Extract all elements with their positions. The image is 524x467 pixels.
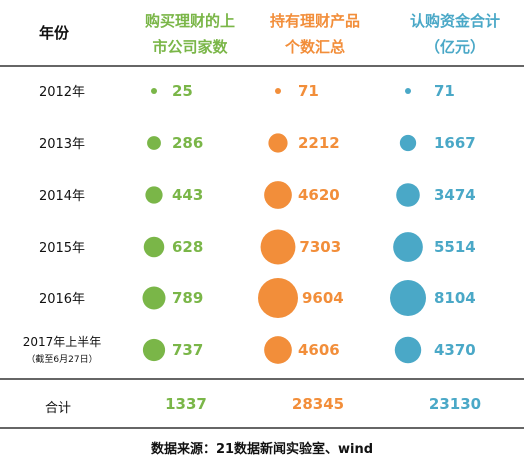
column-title-funds-line2: （亿元） <box>425 38 485 56</box>
year-label-2014: 2014年 <box>39 189 85 204</box>
bubble-companies-2 <box>145 186 163 204</box>
year-note-2017h1: （截至6月27日） <box>26 353 97 365</box>
value-label-funds-3: 5514 <box>434 238 476 256</box>
bubble-products-0 <box>275 88 281 94</box>
value-label-products-2: 4620 <box>298 186 340 204</box>
value-label-products-1: 2212 <box>298 134 340 152</box>
total-value-companies: 1337 <box>165 395 207 413</box>
year-label-2016: 2016年 <box>39 292 85 307</box>
year-label-2017h1: 2017年上半年 <box>23 335 102 349</box>
value-label-products-0: 71 <box>298 82 319 100</box>
bubble-funds-5 <box>394 336 422 364</box>
bubble-companies-3 <box>143 236 165 258</box>
value-label-companies-2: 443 <box>172 186 203 204</box>
bubble-funds-3 <box>393 232 423 262</box>
bubble-products-3 <box>260 229 296 265</box>
column-title-companies-line2: 市公司家数 <box>152 38 228 56</box>
bubble-products-4 <box>258 278 298 318</box>
bubble-companies-1 <box>147 136 161 150</box>
column-title-companies-line1: 购买理财的上 <box>145 12 235 30</box>
value-label-funds-1: 1667 <box>434 134 476 152</box>
value-label-companies-4: 789 <box>172 289 203 307</box>
value-label-companies-5: 737 <box>172 341 203 359</box>
value-label-funds-4: 8104 <box>434 289 476 307</box>
column-title-products-line1: 持有理财产品 <box>270 12 360 30</box>
bubble-companies-0 <box>151 88 157 94</box>
value-label-companies-0: 25 <box>172 82 193 100</box>
value-label-products-5: 4606 <box>298 341 340 359</box>
total-value-funds: 23130 <box>429 395 481 413</box>
value-label-funds-0: 71 <box>434 82 455 100</box>
year-label-2013: 2013年 <box>39 137 85 152</box>
bubble-companies-4 <box>142 286 166 310</box>
bubble-companies-5 <box>142 338 166 362</box>
total-value-products: 28345 <box>292 395 344 413</box>
row-header-label: 年份 <box>39 24 70 42</box>
source-note: 数据来源：21数据新闻实验室、wind <box>151 441 373 457</box>
value-label-products-3: 7303 <box>299 238 341 256</box>
bubble-funds-4 <box>390 280 426 316</box>
bubble-funds-2 <box>396 183 420 207</box>
total-values: 1337 28345 23130 <box>165 395 481 413</box>
bubble-products-5 <box>264 336 292 364</box>
column-title-funds-line1: 认购资金合计 <box>410 12 500 30</box>
year-label-2012: 2012年 <box>39 85 85 100</box>
value-label-companies-3: 628 <box>172 238 203 256</box>
bubble-products-2 <box>264 181 292 209</box>
bubble-products-1 <box>268 133 288 153</box>
total-label: 合计 <box>45 401 71 416</box>
year-label-2015: 2015年 <box>39 241 85 256</box>
value-label-funds-2: 3474 <box>434 186 476 204</box>
value-label-funds-5: 4370 <box>434 341 476 359</box>
bubble-funds-0 <box>405 88 411 94</box>
bubble-funds-1 <box>399 134 417 152</box>
column-title-products-line2: 个数汇总 <box>284 38 345 56</box>
value-label-products-4: 9604 <box>302 289 344 307</box>
chart-marks: 25 71 71 286 2212 1667 443 4620 3474 628 7303 5514 7… <box>142 82 476 364</box>
value-label-companies-1: 286 <box>172 134 203 152</box>
